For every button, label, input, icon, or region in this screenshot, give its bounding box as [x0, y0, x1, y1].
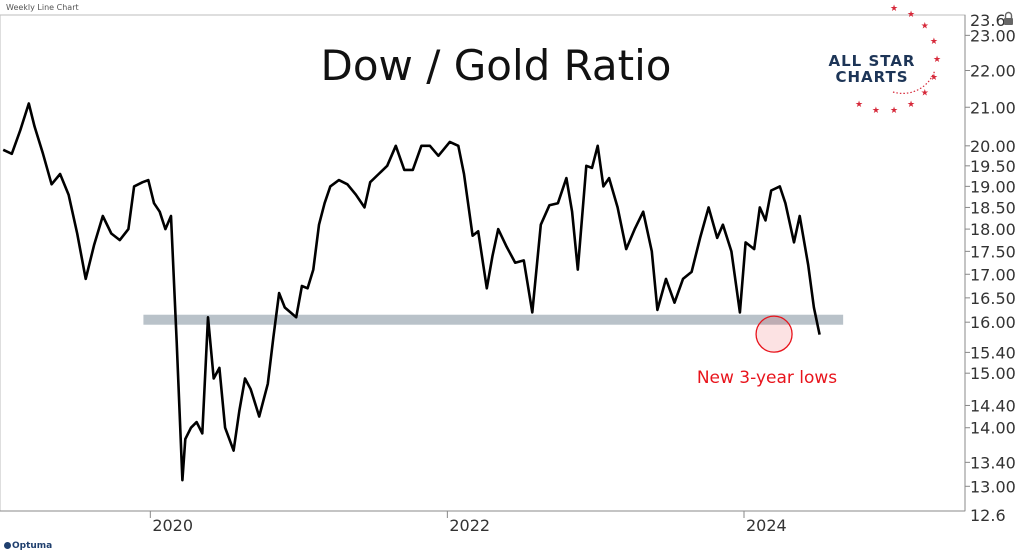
logo-star: ★ — [907, 99, 915, 109]
logo-line1: ALL STAR — [829, 52, 916, 70]
chart-type-label: Weekly Line Chart — [6, 3, 79, 12]
logo-dotted-arc — [892, 69, 936, 95]
y-tick-label: 19.00 — [970, 177, 1016, 196]
y-tick-label: 17.50 — [970, 242, 1016, 261]
y-tick-label: 14.40 — [970, 396, 1016, 415]
logo-stars-arc: ★★★★★★★★★★★ — [855, 3, 941, 115]
y-tick-label: 18.00 — [970, 220, 1016, 239]
logo-star: ★ — [890, 105, 898, 115]
logo-line2: CHARTS — [835, 68, 908, 86]
support-band — [143, 314, 844, 325]
logo-star: ★ — [930, 72, 938, 82]
vendor-name: Optuma — [12, 541, 53, 551]
all-star-charts-logo: ★★★★★★★★★★★ ALL STAR CHARTS — [829, 3, 942, 115]
logo-star: ★ — [855, 99, 863, 109]
logo-star: ★ — [890, 3, 898, 13]
y-tick-label: 13.00 — [970, 477, 1016, 496]
vendor-mark: Optuma — [4, 541, 52, 551]
logo-star: ★ — [933, 54, 941, 64]
y-tick-label: 14.00 — [970, 419, 1016, 438]
logo-star: ★ — [921, 21, 929, 31]
logo-star: ★ — [930, 36, 938, 46]
y-tick-label: 13.40 — [970, 453, 1016, 472]
y-tick-label: 17.00 — [970, 265, 1016, 284]
y-tick-label: 23.00 — [970, 26, 1016, 45]
y-tick-label: 21.00 — [970, 98, 1016, 117]
logo-star: ★ — [921, 87, 929, 97]
y-tick-label: 19.50 — [970, 157, 1016, 176]
line-layer — [2, 102, 821, 482]
optuma-icon — [4, 542, 11, 549]
y-axis-ticks: 13.00 13.40 14.00 14.40 15.00 15.40 16.00 16.50… — [965, 11, 1016, 525]
x-tick-label: 2022 — [449, 516, 490, 535]
annotation-circle — [755, 315, 793, 353]
y-tick-label: 20.00 — [970, 137, 1016, 156]
y-tick-label: 16.00 — [970, 313, 1016, 332]
x-tick-label: 2020 — [152, 516, 193, 535]
series-line-0 — [2, 102, 821, 482]
chart-title: Dow / Gold Ratio — [321, 41, 672, 90]
annotation-label: New 3-year lows — [697, 368, 837, 388]
x-tick-label: 2024 — [746, 516, 787, 535]
y-tick-label: 16.50 — [970, 289, 1016, 308]
lock-icon[interactable] — [1004, 11, 1013, 25]
logo-star: ★ — [907, 9, 915, 19]
y-tick-label: 15.40 — [970, 343, 1016, 362]
logo-star: ★ — [872, 105, 880, 115]
y-tick-label-bottom: 12.6 — [970, 506, 1006, 525]
y-tick-label: 18.50 — [970, 198, 1016, 217]
x-axis-ticks: 2020 2022 2024 — [149, 511, 787, 535]
marker-layer — [755, 315, 793, 353]
y-tick-label: 15.00 — [970, 364, 1016, 383]
y-tick-label: 22.00 — [970, 61, 1016, 80]
y-tick-label-top: 23.6 — [970, 11, 1006, 30]
support-layer — [143, 314, 844, 325]
